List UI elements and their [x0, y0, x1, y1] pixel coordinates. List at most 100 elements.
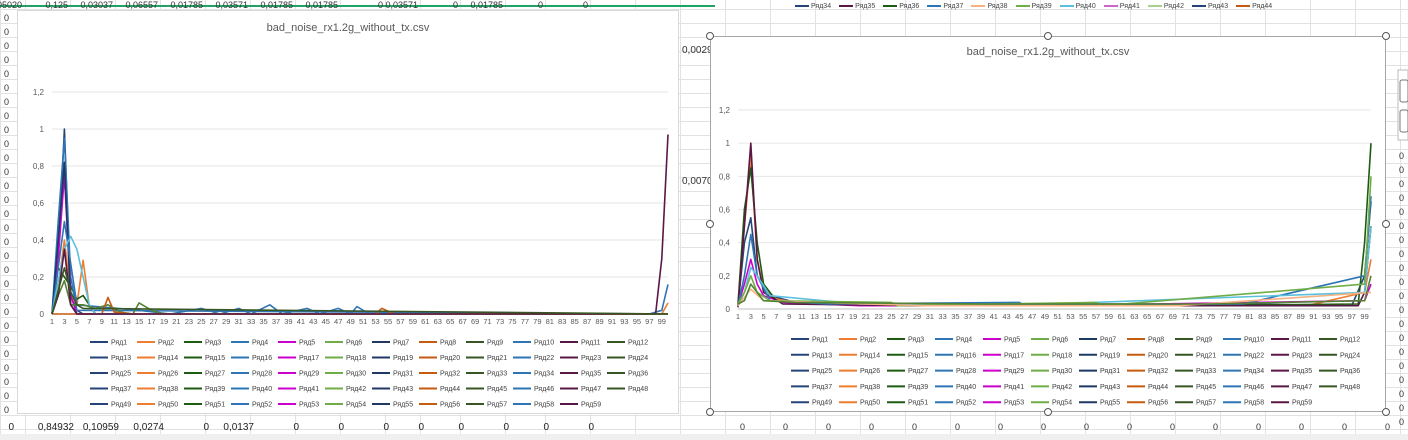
series-line-Ряд35[interactable] — [737, 142, 1372, 308]
cell-bottom-10[interactable]: 0 — [458, 422, 464, 433]
cell-right-zero[interactable]: 0 — [1399, 179, 1404, 189]
cell-bottom-9[interactable]: 0 — [418, 422, 424, 433]
cell-top-8[interactable]: 0 — [378, 0, 383, 10]
cell-right-zero[interactable]: 0 — [1399, 277, 1404, 287]
cell-bottom-zero[interactable]: 0 — [955, 422, 960, 432]
cell-left-zero[interactable]: 0 — [4, 111, 9, 121]
series-line-Ряд10[interactable] — [51, 220, 669, 315]
series-line-Ряд39[interactable] — [737, 176, 1372, 307]
cell-right-zero[interactable]: 0 — [1399, 347, 1404, 357]
cell-bottom-4[interactable]: 0 — [203, 422, 209, 433]
cell-top-9[interactable]: 0,03571 — [385, 0, 418, 10]
cell-right-zero[interactable]: 0 — [1399, 193, 1404, 203]
cell-left-zero[interactable]: 0 — [4, 139, 9, 149]
cell-bottom-zero[interactable]: 0 — [1256, 422, 1261, 432]
series-line-Ряд1[interactable] — [51, 128, 668, 315]
cell-left-zero[interactable]: 0 — [4, 363, 9, 373]
series-line-Ряд7[interactable] — [51, 161, 668, 315]
cell-top-5[interactable]: 0,03571 — [215, 0, 248, 10]
cell-right-zero[interactable]: 0 — [1399, 249, 1404, 259]
cell-left-zero[interactable]: 0 — [4, 237, 9, 247]
cell-bottom-8[interactable]: 0 — [383, 422, 389, 433]
cell-bottom-6[interactable]: 0 — [293, 422, 299, 433]
cell-left-zero[interactable]: 0 — [4, 69, 9, 79]
cell-left-zero[interactable]: 0 — [4, 307, 9, 317]
cell-right-zero[interactable]: 0 — [1399, 263, 1404, 273]
cell-side-value[interactable]: 0,0070 — [682, 176, 713, 187]
series-line-Ряд3[interactable] — [51, 266, 668, 315]
cell-left-zero[interactable]: 0 — [4, 27, 9, 37]
cell-right-zero[interactable]: 0 — [1399, 333, 1404, 343]
series-line-Ряд4[interactable] — [51, 137, 669, 315]
cell-top-4[interactable]: 0,01785 — [170, 0, 203, 10]
cell-right-zero[interactable]: 0 — [1399, 375, 1404, 385]
series-line-Ряд5[interactable] — [51, 174, 668, 315]
cell-left-zero[interactable]: 0 — [4, 321, 9, 331]
cell-bottom-zero[interactable]: 0 — [1342, 422, 1347, 432]
resize-handle[interactable] — [706, 220, 714, 228]
cell-bottom-7[interactable]: 0 — [338, 422, 344, 433]
cell-bottom-zero[interactable]: 0 — [740, 422, 745, 432]
cell-top-12[interactable]: 0 — [538, 0, 543, 10]
cell-top-6[interactable]: 0,01785 — [260, 0, 293, 10]
cell-right-zero[interactable]: 0 — [1399, 221, 1404, 231]
resize-handle[interactable] — [1382, 220, 1390, 228]
series-line-Ряд3[interactable] — [737, 143, 1372, 307]
cell-right-zero[interactable]: 0 — [1399, 291, 1404, 301]
cell-left-zero[interactable]: 0 — [4, 377, 9, 387]
cell-bottom-zero[interactable]: 0 — [826, 422, 831, 432]
cell-right-zero[interactable]: 0 — [1399, 165, 1404, 175]
cell-top-7[interactable]: 0,01785 — [305, 0, 338, 10]
cell-left-zero[interactable]: 0 — [4, 125, 9, 135]
cell-left-zero[interactable]: 0 — [4, 251, 9, 261]
cell-right-zero[interactable]: 0 — [1399, 389, 1404, 399]
series-line-Ряд35[interactable] — [51, 134, 669, 315]
cell-right-zero[interactable]: 0 — [1399, 361, 1404, 371]
cell-bottom-zero[interactable]: 0 — [1127, 422, 1132, 432]
cell-right-zero[interactable]: 0 — [1399, 403, 1404, 413]
cell-right-zero[interactable]: 0 — [1399, 305, 1404, 315]
cell-top-11[interactable]: 0,01785 — [470, 0, 503, 10]
cell-right-zero[interactable]: 0 — [1399, 417, 1404, 427]
resize-handle[interactable] — [706, 32, 714, 40]
series-line-Ряд9[interactable] — [51, 266, 669, 315]
cell-bottom-0[interactable]: 0 — [8, 422, 14, 433]
cell-right-zero[interactable]: 0 — [1399, 151, 1404, 161]
resize-handle[interactable] — [1044, 32, 1052, 40]
cell-left-zero[interactable]: 0 — [4, 209, 9, 219]
cell-bottom-zero[interactable]: 0 — [1299, 422, 1304, 432]
cell-top-2[interactable]: 0,03037 — [80, 0, 113, 10]
cell-bottom-zero[interactable]: 0 — [1213, 422, 1218, 432]
cell-left-zero[interactable]: 0 — [4, 55, 9, 65]
cell-bottom-zero[interactable]: 0 — [1041, 422, 1046, 432]
cell-left-zero[interactable]: 0 — [4, 153, 9, 163]
cell-bottom-zero[interactable]: 0 — [1170, 422, 1175, 432]
cell-left-zero[interactable]: 0 — [4, 13, 9, 23]
cell-right-zero[interactable]: 0 — [1399, 207, 1404, 217]
cell-side-value[interactable]: 0,0029 — [682, 45, 713, 56]
series-line-Ряд10[interactable] — [737, 196, 1372, 307]
cell-bottom-1[interactable]: 0,84932 — [38, 422, 75, 433]
cell-left-zero[interactable]: 0 — [4, 223, 9, 233]
cell-left-zero[interactable]: 0 — [4, 181, 9, 191]
cell-bottom-zero[interactable]: 0 — [783, 422, 788, 432]
cell-bottom-12[interactable]: 0 — [543, 422, 549, 433]
chart-right-selected[interactable]: bad_noise_rx1.2g_without_tx.csv 0 0,2 0,4 0… — [710, 36, 1386, 412]
cell-top-1[interactable]: 0,125 — [45, 0, 68, 10]
cell-left-zero[interactable]: 0 — [4, 391, 9, 401]
cell-left-zero[interactable]: 0 — [4, 97, 9, 107]
resize-handle[interactable] — [706, 408, 714, 416]
series-line-Ряд16[interactable] — [737, 226, 1372, 307]
series-line-Ряд2[interactable] — [737, 155, 1372, 307]
cell-bottom-2[interactable]: 0,10959 — [83, 422, 120, 433]
series-line-Ряд16[interactable] — [51, 235, 668, 315]
cell-right-zero[interactable]: 0 — [1399, 319, 1404, 329]
cell-left-zero[interactable]: 0 — [4, 293, 9, 303]
cell-bottom-5[interactable]: 0,0137 — [223, 422, 254, 433]
resize-handle[interactable] — [1044, 408, 1052, 416]
cell-top-0[interactable]: 0,05020 — [0, 0, 22, 10]
cell-top-10[interactable]: 0 — [453, 0, 458, 10]
cell-left-zero[interactable]: 0 — [4, 335, 9, 345]
series-line-Ряд1[interactable] — [737, 201, 1372, 307]
resize-handle[interactable] — [1382, 408, 1390, 416]
